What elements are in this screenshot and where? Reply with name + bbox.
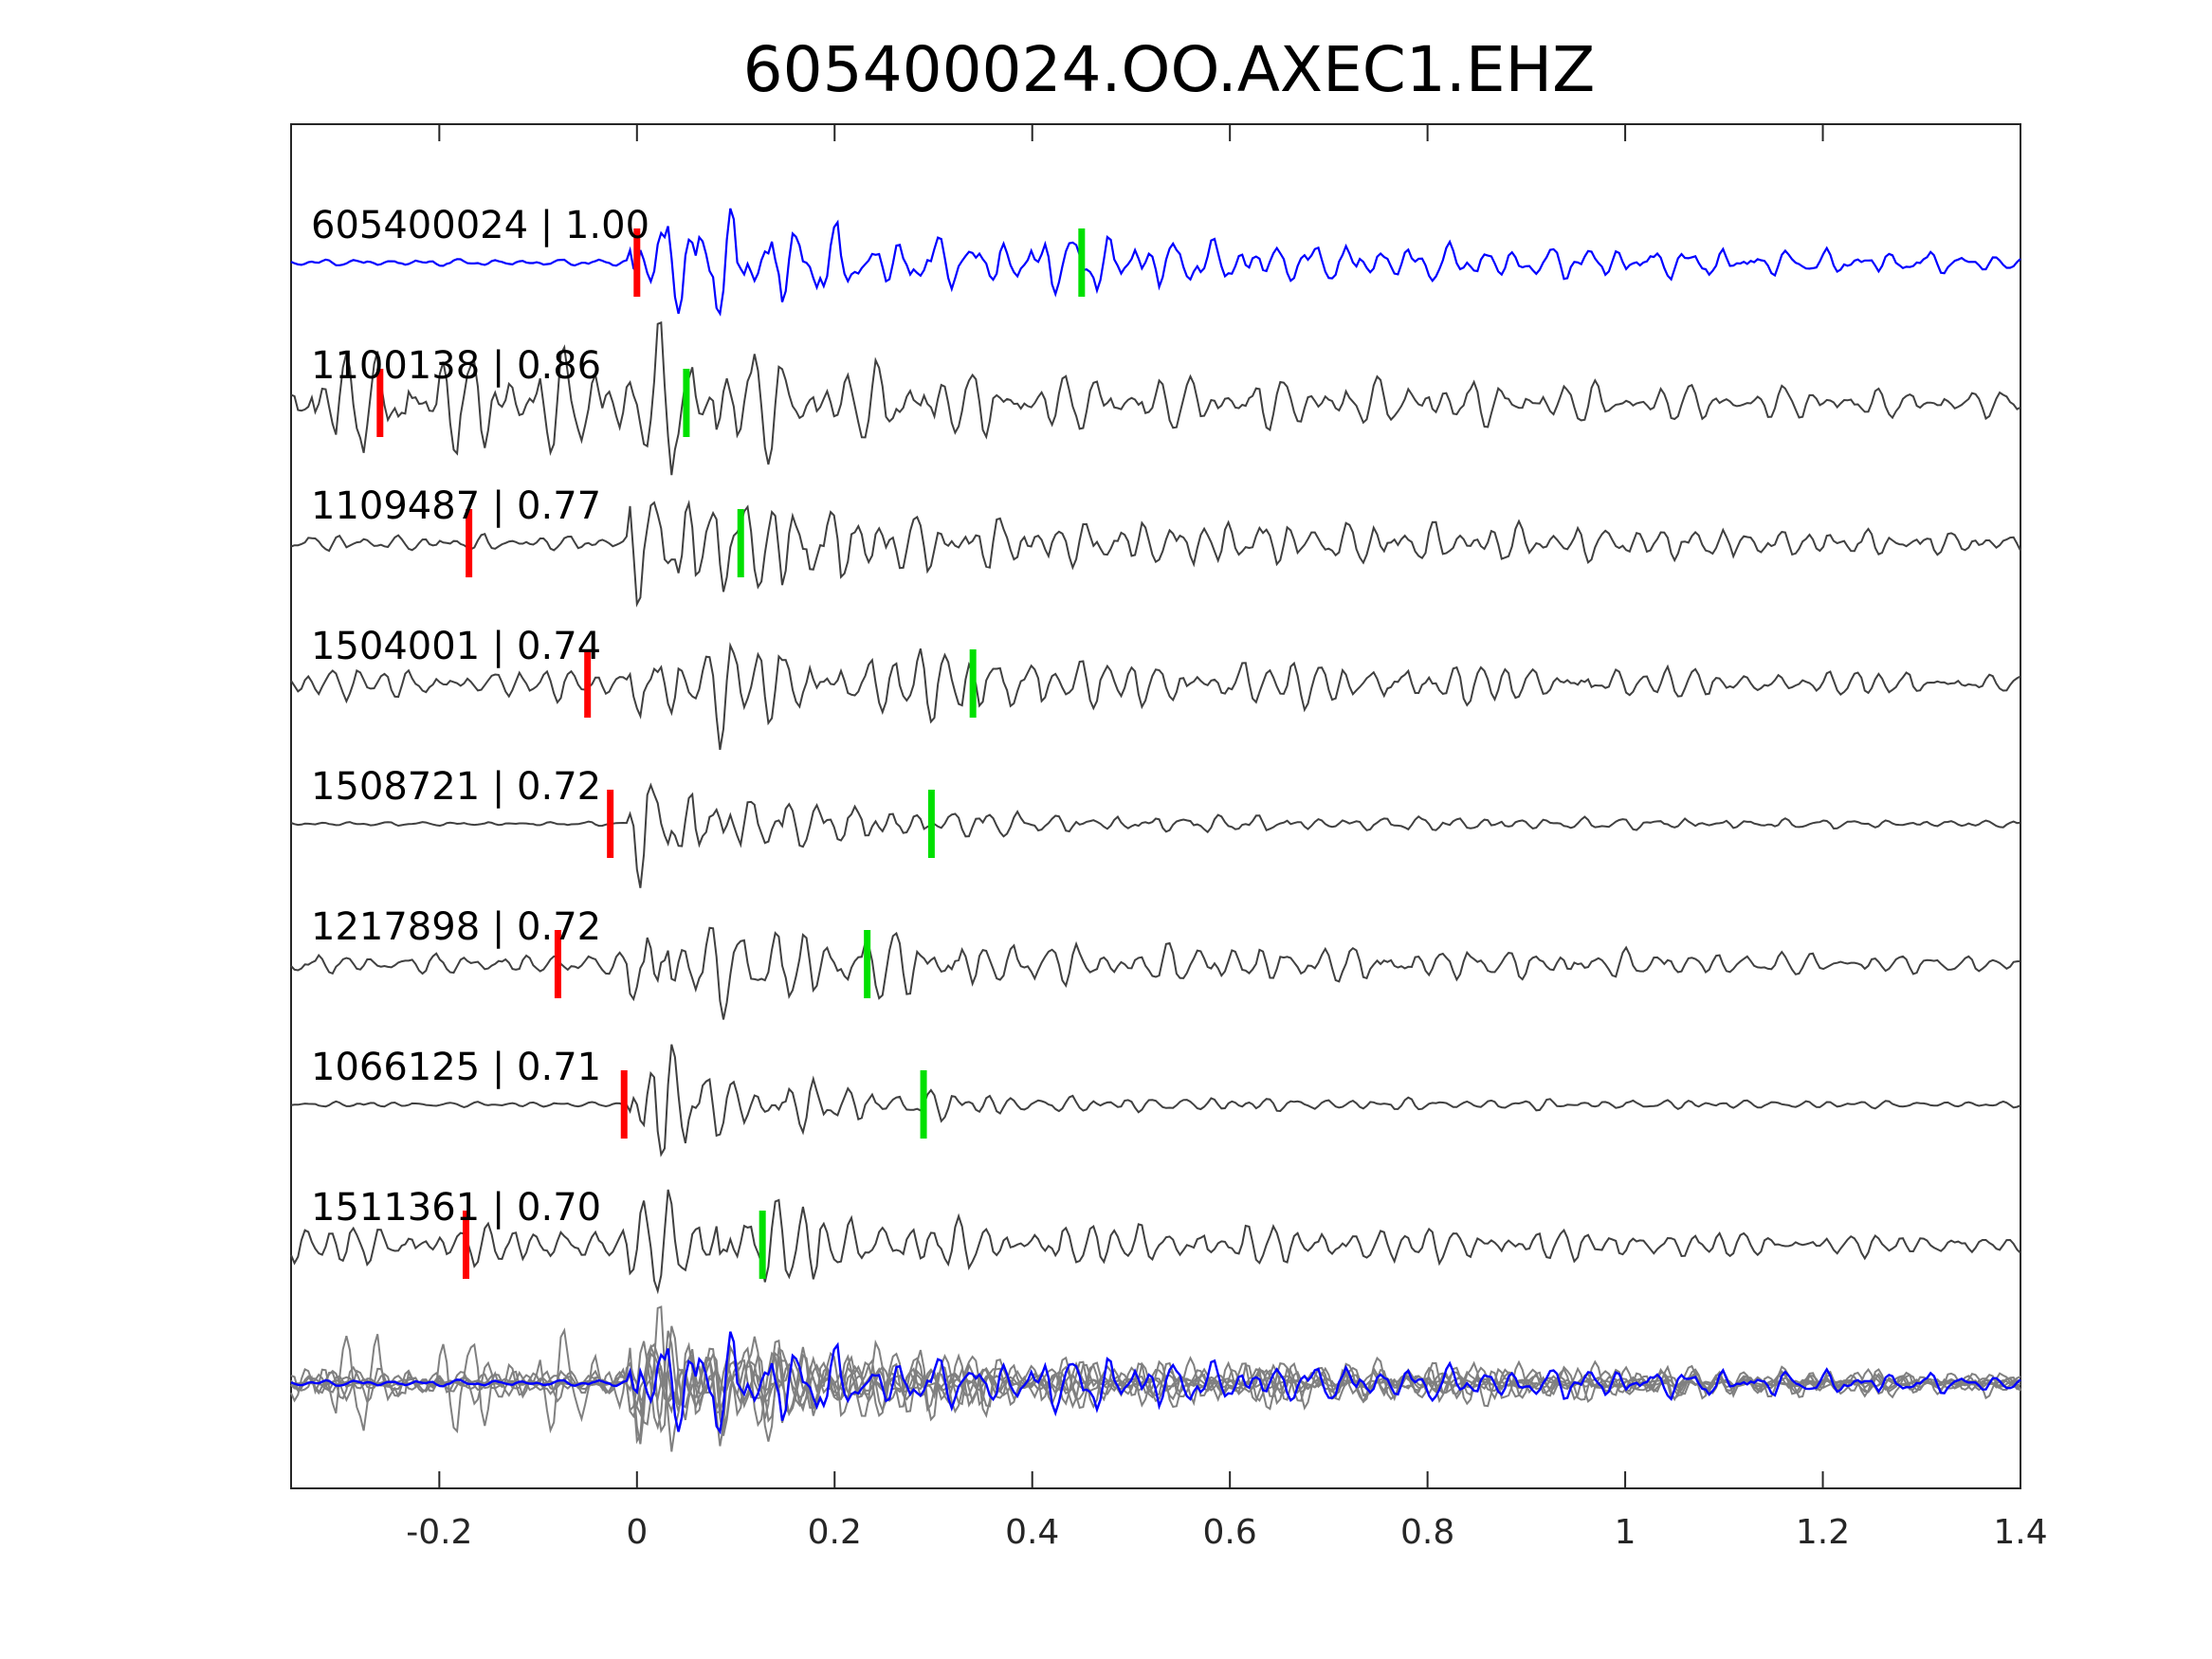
trace-row: [290, 642, 2021, 751]
trace-row: [290, 500, 2021, 608]
x-tick-label: 0.4: [1005, 1513, 1059, 1552]
trace-row: [290, 1189, 2021, 1295]
matched-waveform: [290, 926, 2021, 1020]
x-tick-label: 1.2: [1796, 1513, 1850, 1552]
traces-layer: [290, 208, 2021, 1295]
trace-label: 1109487 | 0.77: [311, 484, 601, 528]
trace-row: [290, 782, 2021, 888]
x-tick-label: 1: [1615, 1513, 1636, 1552]
overlay-stack: [290, 1305, 2021, 1452]
x-axis-ticks: -0.2 0 0.2 0.4 0.6 0.8 1 1.2 1.4: [406, 124, 2048, 1552]
trace-label: 1508721 | 0.72: [311, 765, 601, 809]
x-tick-label: -0.2: [406, 1513, 472, 1552]
trace-label: 1066125 | 0.71: [311, 1046, 601, 1089]
trace-label: 1217898 | 0.72: [311, 905, 601, 949]
trace-label: 605400024 | 1.00: [311, 204, 649, 247]
matched-waveform: [290, 1044, 2021, 1158]
trace-labels: 605400024 | 1.00 1100138 | 0.86 1109487 | …: [311, 204, 649, 1230]
overlay-template-waveform: [290, 1331, 2021, 1435]
template-waveform: [290, 208, 2021, 317]
plot-frame: [290, 123, 2021, 1489]
matched-waveform: [290, 320, 2021, 476]
trace-row: [290, 926, 2021, 1020]
trace-row: [290, 1044, 2021, 1158]
trace-label: 1511361 | 0.70: [311, 1186, 601, 1230]
x-tick-label: 0.2: [808, 1513, 862, 1552]
trace-label: 1100138 | 0.86: [311, 344, 601, 388]
chart-title: 605400024.OO.AXEC1.EHZ: [743, 33, 1596, 106]
matched-waveform: [290, 1189, 2021, 1295]
trace-label: 1504001 | 0.74: [311, 625, 601, 668]
trace-row: [290, 320, 2021, 476]
matched-waveform: [290, 782, 2021, 888]
trace-row: [290, 208, 2021, 317]
matched-waveform: [290, 500, 2021, 608]
x-tick-label: 0: [626, 1513, 648, 1552]
matched-waveform: [290, 642, 2021, 751]
x-tick-label: 1.4: [1993, 1513, 2047, 1552]
x-tick-label: 0.6: [1203, 1513, 1257, 1552]
x-tick-label: 0.8: [1400, 1513, 1454, 1552]
overlay-matched-waveform: [290, 1305, 2021, 1452]
